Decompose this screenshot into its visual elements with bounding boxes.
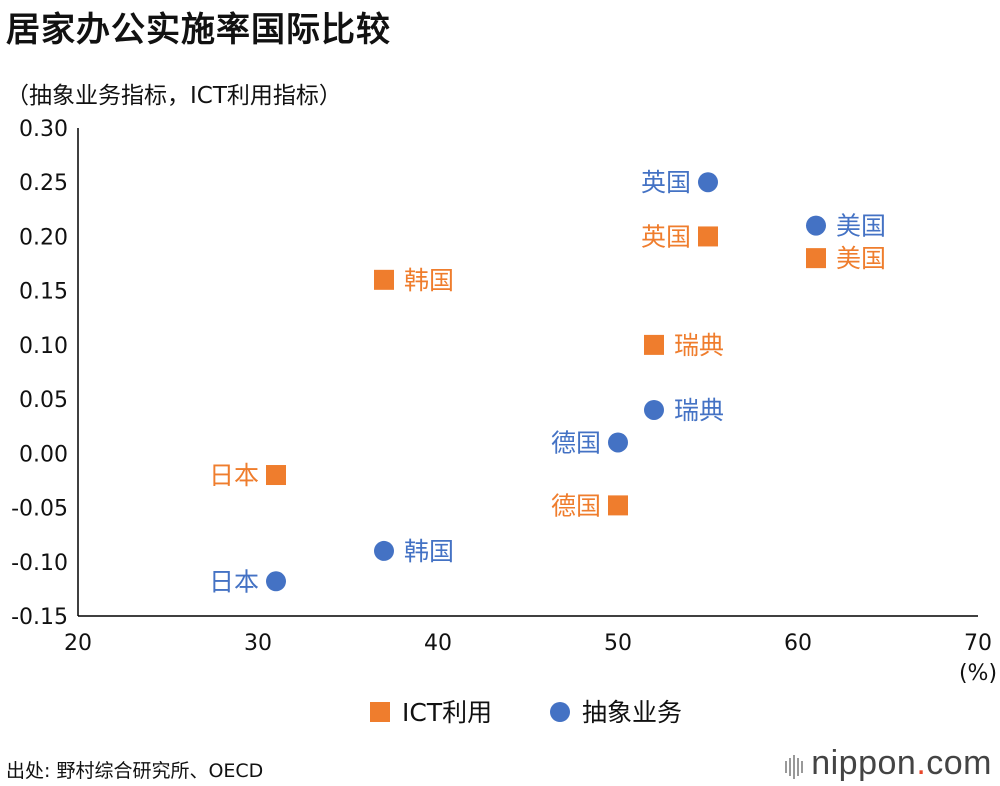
nippon-logo: nippon.com [785,744,992,785]
y-tick-label: 0.25 [19,171,68,196]
abstract-point-marker [374,540,394,561]
point-label: 韩国 [404,537,454,566]
chart-title: 居家办公实施率国际比较 [6,10,391,50]
abstract-point-marker [806,215,826,236]
chart-axes [77,128,978,617]
point-label: 德国 [551,491,601,520]
ict-point-marker [374,269,394,290]
x-tick-label: 50 [604,631,632,656]
x-tick-label: 60 [784,631,812,656]
y-tick-label: -0.05 [11,497,68,522]
x-tick-label: 70 [964,631,992,656]
x-tick-label: 40 [424,631,452,656]
ict-point-marker [608,495,628,516]
source-note: 出处: 野村综合研究所、OECD [6,760,264,782]
logo-bars-icon [785,746,805,785]
point-label: 德国 [551,428,601,457]
point-label: 英国 [641,222,691,251]
legend-label: ICT利用 [402,698,492,727]
x-unit-label: (%) [959,661,997,686]
point-label: 瑞典 [674,396,724,425]
point-label: 日本 [209,567,259,596]
ict-point-marker [644,334,664,355]
point-label: 英国 [641,168,691,197]
point-label: 日本 [209,461,259,490]
x-tick-label: 20 [64,631,92,656]
x-tick-label: 30 [244,631,272,656]
logo-tld: com [926,744,992,782]
ict-point-marker [266,465,286,486]
y-tick-label: 0.30 [19,117,68,142]
y-tick-label: 0.10 [19,334,68,359]
point-label: 韩国 [404,266,454,295]
abstract-point-marker [698,172,718,193]
chart-subtitle: （抽象业务指标，ICT利用指标） [6,83,342,109]
y-tick-label: 0.20 [19,225,68,250]
y-tick-label: 0.15 [19,280,68,305]
logo-brand: nippon [811,744,917,782]
legend-circle-icon [550,702,570,722]
logo-dot: . [916,744,927,782]
legend-square-icon [370,702,390,722]
point-label: 美国 [836,212,886,241]
point-label: 瑞典 [674,331,724,360]
ict-point-marker [806,248,826,269]
y-tick-label: -0.10 [11,551,68,576]
y-tick-label: -0.15 [11,605,68,630]
scatter-chart: 0.30 0.25 0.20 0.15 0.10 0.05 0.00 -0.05 -0.10 -0… [11,117,997,727]
abstract-point-marker [644,399,664,420]
y-tick-label: 0.05 [19,388,68,413]
abstract-point-marker [266,571,286,592]
ict-point-marker [698,226,718,247]
y-tick-label: 0.00 [19,442,68,467]
legend-label: 抽象业务 [582,698,682,727]
point-label: 美国 [836,244,886,273]
abstract-point-marker [608,432,628,453]
chart-ticks: 0.30 0.25 0.20 0.15 0.10 0.05 0.00 -0.05 -0.10 -0… [11,117,997,686]
chart-points [266,172,826,592]
chart-legend: ICT利用 抽象业务 [370,698,682,727]
